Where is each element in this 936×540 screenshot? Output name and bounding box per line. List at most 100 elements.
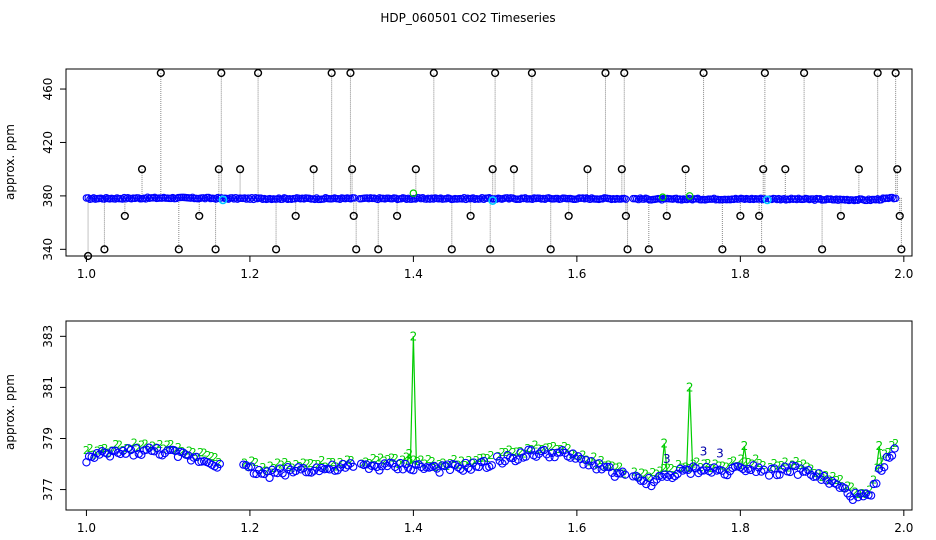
bottom-green-marker: 2 <box>822 469 829 482</box>
top-baseline-point <box>877 195 886 204</box>
bottom-green-marker: 2 <box>392 452 399 465</box>
top-panel: 1.0 1.2 1.4 1.6 1.8 2.0 340 380 420 460 approx. … <box>3 68 913 281</box>
top-outlier-point <box>447 245 456 254</box>
top-baseline-point <box>374 195 382 204</box>
top-outlier-point <box>214 165 223 174</box>
bottom-blue-point <box>754 463 763 472</box>
top-outlier-point <box>781 165 790 174</box>
top-highlight-point <box>762 195 772 205</box>
bottom-blue-point <box>555 448 565 457</box>
bottom-blue-point <box>550 452 559 462</box>
bottom-green-marker: 2 <box>613 462 620 475</box>
bottom-y-axis-label: approx. ppm <box>3 374 17 450</box>
bottom-green-marker: 2 <box>418 454 425 467</box>
bottom-green-marker: 2 <box>616 461 623 474</box>
bottom-green-marker: 2 <box>583 454 590 467</box>
top-outlier-point <box>392 211 402 221</box>
bottom-green-marker: 2 <box>304 457 311 470</box>
top-spike-lines <box>87 73 902 256</box>
top-baseline-point <box>478 194 486 202</box>
bottom-y-tick-label: 379 <box>41 427 55 450</box>
bottom-blue-point <box>741 466 750 476</box>
bottom-x-tick-label: 2.0 <box>894 521 913 535</box>
top-baseline-point <box>244 194 253 202</box>
bottom-blue-point <box>631 471 640 480</box>
top-outlier-point <box>755 211 764 221</box>
bottom-green-marker: 2 <box>660 462 667 475</box>
bottom-blue-point <box>707 468 716 477</box>
bottom-blue-point <box>621 470 630 479</box>
top-outlier-point <box>195 211 204 221</box>
bottom-green-marker: 2 <box>539 443 546 456</box>
top-outlier-point <box>120 211 129 221</box>
top-outlier-point <box>236 165 245 174</box>
top-outlier-point <box>817 245 827 254</box>
top-outlier-point <box>346 68 355 78</box>
bottom-blue-point <box>602 462 612 471</box>
bottom-blue-point <box>547 448 557 458</box>
top-y-axis-label: approx. ppm <box>3 124 17 200</box>
top-x-tick-label: 1.8 <box>731 267 750 281</box>
top-outlier-point <box>583 165 592 174</box>
top-baseline-point <box>672 194 681 203</box>
bottom-blue-point <box>532 452 541 461</box>
bottom-green-marker: 2 <box>694 456 701 469</box>
bottom-green-marker: 2 <box>138 439 145 452</box>
bottom-blue-point <box>414 460 423 469</box>
top-outlier-point <box>347 165 357 174</box>
top-baseline-point <box>521 194 529 202</box>
top-baseline-point <box>320 195 328 203</box>
top-outlier-point <box>757 245 766 254</box>
top-baseline-point <box>460 194 468 202</box>
bottom-blue-point <box>670 471 680 481</box>
bottom-y-tick-label: 377 <box>41 478 55 501</box>
bottom-green-spike-line <box>412 336 417 465</box>
bottom-blue-point <box>751 467 761 477</box>
top-outlier-point <box>271 245 281 254</box>
bottom-blue-point <box>866 491 876 500</box>
bottom-green-marker: 2 <box>837 473 844 486</box>
bottom-blue-point <box>767 464 776 473</box>
bottom-blue-point <box>526 446 536 455</box>
bottom-blue-point <box>872 479 881 488</box>
top-baseline-points <box>82 193 900 205</box>
bottom-green-marker: 2 <box>307 457 314 470</box>
top-baseline-point <box>458 195 467 203</box>
top-baseline-point <box>246 195 254 203</box>
top-x-tick-label: 1.4 <box>404 267 423 281</box>
bottom-blue-point <box>746 465 755 475</box>
top-y-tick-label: 380 <box>41 184 55 207</box>
top-outlier-point <box>760 68 769 78</box>
bottom-blue-point <box>581 455 591 465</box>
bottom-blue-point <box>301 468 311 477</box>
top-baseline-point <box>863 196 871 205</box>
bottom-green-marker: 2 <box>719 459 726 472</box>
bottom-blue-point <box>553 448 562 457</box>
bottom-blue-point <box>615 469 625 478</box>
bottom-green-marker: 2 <box>885 446 892 459</box>
bottom-blue-alt-marker: 3 <box>700 445 708 459</box>
bottom-green-marker: 2 <box>793 455 800 468</box>
bottom-green-marker: 2 <box>646 470 653 483</box>
top-baseline-point <box>854 196 862 205</box>
bottom-green-marker: 2 <box>690 458 697 471</box>
bottom-blue-point <box>275 464 285 473</box>
bottom-green-marker: 2 <box>377 451 384 464</box>
bottom-blue-point <box>579 460 588 469</box>
bottom-green-marker: 2 <box>109 445 116 458</box>
top-x-tick-label: 1.2 <box>240 267 259 281</box>
bottom-blue-point <box>278 469 287 478</box>
bottom-blue-point <box>840 484 850 493</box>
top-outlier-point <box>429 68 438 78</box>
bottom-green-marker: 2 <box>752 453 759 466</box>
bottom-blue-point <box>819 471 829 481</box>
top-outlier-point <box>488 165 497 174</box>
bottom-green-marker: 2 <box>94 444 101 457</box>
top-highlight-point <box>218 195 228 205</box>
bottom-green-marker: 2 <box>819 471 826 484</box>
bottom-green-marker: 2 <box>348 454 355 467</box>
bottom-x-tick-label: 1.0 <box>77 521 96 535</box>
top-secondary-point <box>658 193 667 202</box>
bottom-blue-point <box>129 451 138 460</box>
